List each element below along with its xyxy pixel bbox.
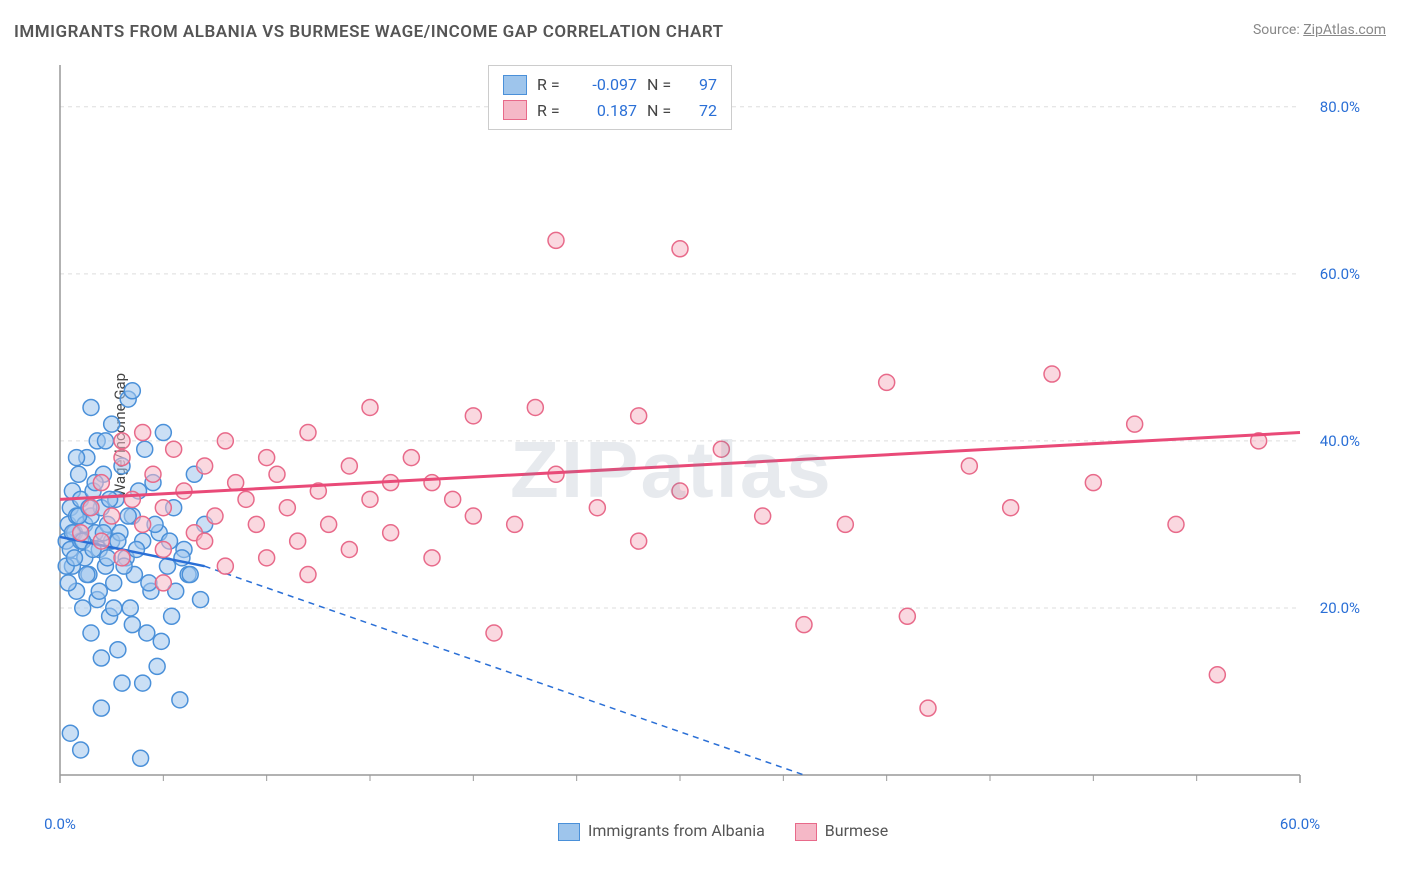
y-tick-label: 60.0% [1320, 265, 1360, 283]
source-attribution: Source: ZipAtlas.com [1253, 22, 1386, 38]
n-label: N = [647, 72, 677, 98]
legend-swatch [795, 823, 817, 841]
legend-series: Immigrants from Albania Burmese [558, 821, 888, 841]
chart-svg [48, 65, 1360, 805]
r-label: R = [537, 98, 567, 124]
n-label: N = [647, 98, 677, 124]
y-tick-label: 80.0% [1320, 98, 1360, 116]
legend-swatch [558, 823, 580, 841]
legend-item-burmese: Burmese [795, 821, 888, 841]
n-value: 97 [687, 72, 717, 98]
n-value: 72 [687, 98, 717, 124]
legend-swatch [503, 75, 527, 95]
r-value: 0.187 [577, 98, 637, 124]
scatter-plot: Wage/Income Gap ZIPatlas R =-0.097N =97R… [48, 65, 1360, 805]
r-label: R = [537, 72, 567, 98]
source-label: Source: [1253, 22, 1303, 38]
source-link[interactable]: ZipAtlas.com [1303, 22, 1386, 38]
y-tick-label: 20.0% [1320, 599, 1360, 617]
r-value: -0.097 [577, 72, 637, 98]
x-tick-label: 0.0% [44, 815, 76, 833]
legend-row-burmese: R = 0.187 N = 72 [503, 98, 717, 124]
x-tick-label: 60.0% [1280, 815, 1320, 833]
legend-item-albania: Immigrants from Albania [558, 821, 765, 841]
chart-title: IMMIGRANTS FROM ALBANIA VS BURMESE WAGE/… [14, 22, 724, 42]
legend-row-albania: R = -0.097 N = 97 [503, 72, 717, 98]
legend-swatch [503, 100, 527, 120]
legend-correlation: R = -0.097 N = 97 R = 0.187 N = 72 [488, 65, 732, 130]
y-tick-label: 40.0% [1320, 432, 1360, 450]
